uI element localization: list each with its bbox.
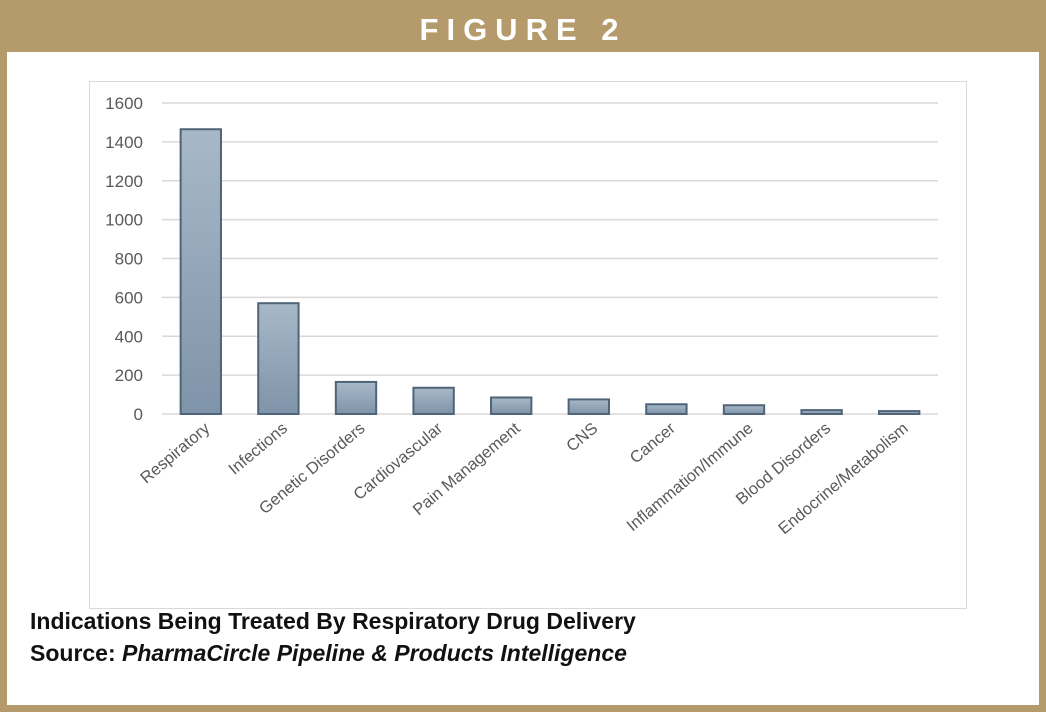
bar-cardiovascular bbox=[412, 386, 455, 415]
bar-cns bbox=[567, 398, 610, 415]
bar-blood-disorders bbox=[800, 409, 843, 415]
source-name: PharmaCircle Pipeline & Products Intelli… bbox=[122, 640, 627, 666]
x-tick-label: Respiratory bbox=[137, 419, 214, 487]
x-tick-label: Inflammation/Immune bbox=[623, 419, 756, 535]
x-tick-label: Infections bbox=[225, 419, 291, 478]
bar-endocrine-metabolism bbox=[878, 410, 921, 416]
bar-inflammation-immune bbox=[722, 404, 766, 415]
x-tick-label: Cancer bbox=[627, 419, 680, 467]
y-tick-label: 1600 bbox=[105, 94, 143, 113]
y-tick-label: 800 bbox=[115, 250, 143, 269]
bar-genetic-disorders bbox=[334, 380, 378, 416]
y-tick-label: 1200 bbox=[105, 172, 143, 191]
y-tick-label: 1400 bbox=[105, 133, 143, 152]
y-tick-label: 600 bbox=[115, 288, 143, 307]
y-tick-label: 1000 bbox=[105, 211, 143, 230]
chart-caption: Indications Being Treated By Respiratory… bbox=[30, 608, 636, 634]
bar-infections bbox=[257, 302, 300, 415]
y-tick-label: 200 bbox=[115, 366, 143, 385]
chart-source: Source: PharmaCircle Pipeline & Products… bbox=[30, 640, 627, 667]
bar-cancer bbox=[645, 403, 688, 415]
bar-pain-management bbox=[490, 396, 533, 415]
x-tick-label: CNS bbox=[563, 419, 601, 455]
y-tick-label: 0 bbox=[134, 405, 143, 424]
figure-label: FIGURE 2 bbox=[7, 7, 1039, 52]
chart-area bbox=[89, 81, 967, 609]
x-tick-label: Endocrine/Metabolism bbox=[775, 419, 912, 538]
source-prefix: Source: bbox=[30, 640, 123, 666]
y-tick-label: 400 bbox=[115, 327, 143, 346]
bar-respiratory bbox=[179, 128, 222, 415]
